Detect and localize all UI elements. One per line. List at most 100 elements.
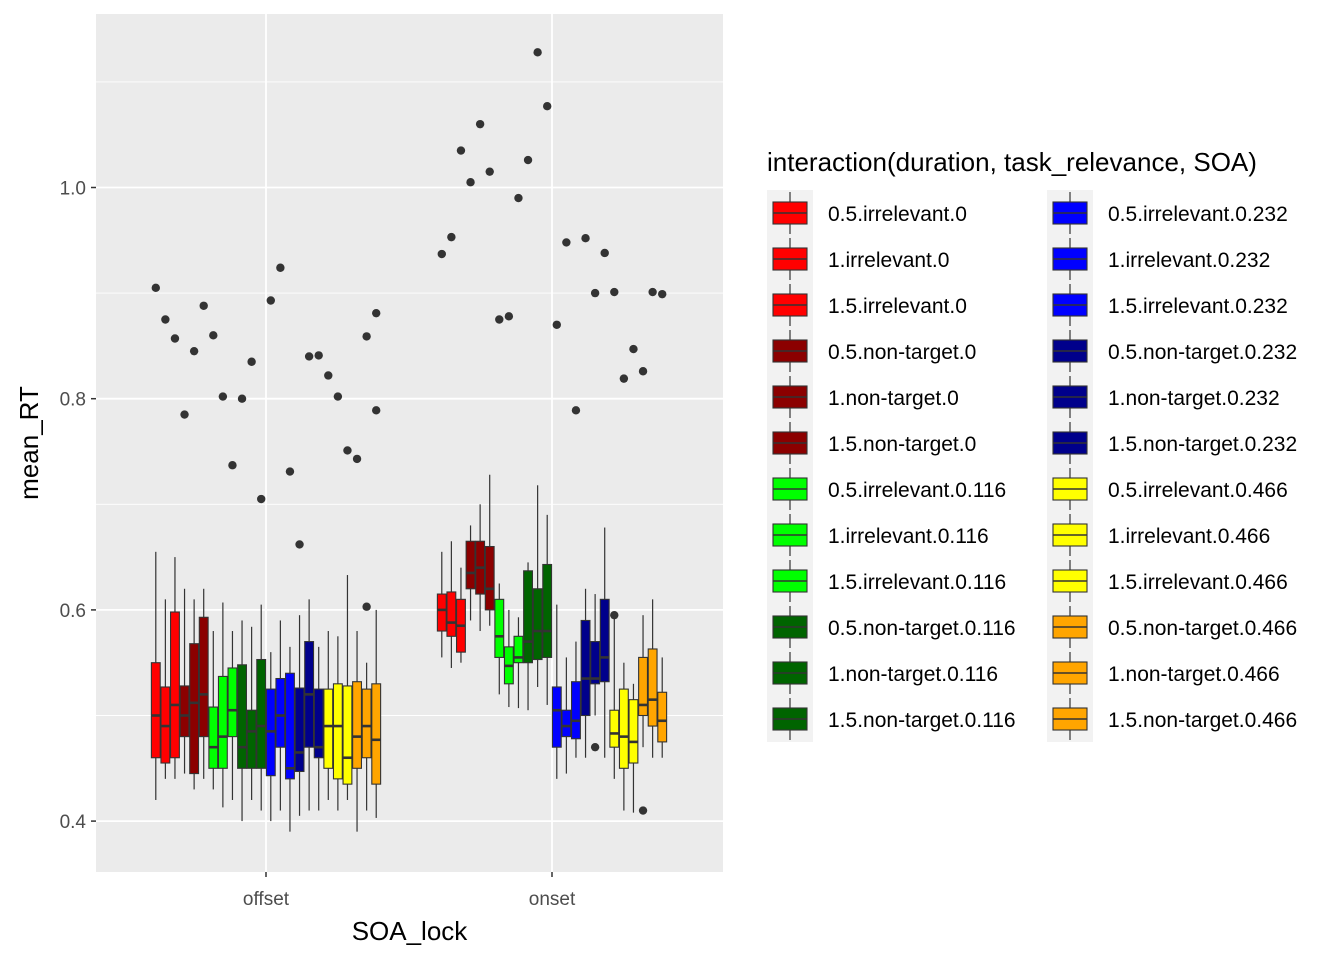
legend-key xyxy=(767,374,813,420)
legend-key xyxy=(767,420,813,466)
outlier-point xyxy=(189,346,199,356)
box xyxy=(371,609,382,818)
legend-label: 0.5.non-target.0 xyxy=(828,341,976,364)
legend-label: 0.5.non-target.0.466 xyxy=(1108,617,1297,640)
legend-key xyxy=(767,282,813,328)
box xyxy=(599,527,610,758)
outlier-point xyxy=(619,374,629,383)
legend-label: 1.non-target.0.116 xyxy=(828,663,998,686)
box xyxy=(638,615,649,748)
box xyxy=(436,551,447,658)
outlier-point xyxy=(276,263,285,272)
box xyxy=(561,657,572,774)
legend-key xyxy=(1047,696,1093,742)
box xyxy=(647,599,658,758)
outliers xyxy=(151,48,667,815)
legend-label: 1.5.irrelevant.0 xyxy=(828,295,967,318)
outlier-point xyxy=(304,352,314,361)
legend-label: 0.5.irrelevant.0 xyxy=(828,203,967,226)
legend-key xyxy=(767,604,813,650)
box xyxy=(284,646,295,832)
legend-label: 1.5.irrelevant.0.466 xyxy=(1108,571,1288,594)
box xyxy=(198,588,209,779)
legend-label: 1.non-target.0.232 xyxy=(1108,387,1280,410)
box-body xyxy=(179,685,190,738)
box-body xyxy=(227,667,238,738)
outlier-point xyxy=(247,357,256,366)
outlier-point xyxy=(638,367,648,376)
box-body xyxy=(284,672,295,780)
legend-label: 1.non-target.0 xyxy=(828,387,959,410)
outlier-point xyxy=(581,233,590,243)
box-body xyxy=(150,662,161,759)
outlier-point xyxy=(456,146,466,155)
boxes xyxy=(150,474,668,832)
legend-key xyxy=(1047,282,1093,328)
box-body xyxy=(542,563,553,658)
outlier-point xyxy=(475,119,485,129)
box-body xyxy=(294,687,305,773)
legend-label: 1.5.non-target.0.116 xyxy=(828,709,1016,732)
outlier-point xyxy=(170,334,180,343)
box-body xyxy=(198,616,209,738)
legend-title: interaction(duration, task_relevance, SO… xyxy=(767,147,1257,177)
legend-key xyxy=(767,466,813,512)
box xyxy=(265,652,276,822)
legend-label: 1.5.irrelevant.0.232 xyxy=(1108,295,1288,318)
box-body xyxy=(590,641,601,685)
legend-label: 1.5.non-target.0.232 xyxy=(1108,433,1297,456)
legend-key xyxy=(767,236,813,282)
box xyxy=(484,474,495,626)
box-body xyxy=(657,691,668,743)
legend-label: 1.5.non-target.0 xyxy=(828,433,976,456)
box-body xyxy=(551,686,562,748)
outlier-point xyxy=(523,155,533,165)
box-body xyxy=(609,709,620,748)
box xyxy=(513,617,524,709)
x-tick-label: offset xyxy=(243,889,290,910)
box xyxy=(189,599,200,790)
box xyxy=(332,636,343,811)
outlier-point xyxy=(562,238,571,247)
legend-key xyxy=(1047,420,1093,466)
box-body xyxy=(570,681,581,740)
outlier-point xyxy=(343,446,352,455)
box xyxy=(465,525,476,621)
outlier-point xyxy=(333,392,343,401)
outlier-point xyxy=(324,371,333,380)
y-tick-label: 0.6 xyxy=(60,601,86,622)
box xyxy=(246,626,257,800)
outlier-point xyxy=(629,344,638,354)
box-body xyxy=(523,570,534,664)
box-body xyxy=(618,688,629,769)
outlier-point xyxy=(362,602,371,611)
box xyxy=(160,599,171,779)
y-axis: 0.4 0.6 0.8 1.0 xyxy=(60,179,96,833)
box-body xyxy=(189,643,200,775)
box-body xyxy=(361,688,372,759)
box xyxy=(570,641,581,758)
box xyxy=(352,631,362,832)
outlier-point xyxy=(610,610,619,620)
legend-key xyxy=(1047,190,1093,236)
outlier-point xyxy=(514,193,523,203)
box xyxy=(208,631,219,790)
y-axis-title: mean_RT xyxy=(14,386,44,500)
box-body xyxy=(446,591,457,637)
legend-label: 0.5.non-target.0.232 xyxy=(1108,341,1297,364)
box-body xyxy=(599,598,610,683)
box xyxy=(542,514,553,705)
outlier-point xyxy=(504,312,514,321)
outlier-point xyxy=(209,331,218,340)
legend-key xyxy=(1047,466,1093,512)
legend-label: 0.5.irrelevant.0.116 xyxy=(828,479,1006,502)
y-tick-label: 0.4 xyxy=(60,812,87,833)
x-axis-title: SOA_lock xyxy=(352,916,469,946)
legend-key xyxy=(1047,374,1093,420)
outlier-point xyxy=(485,167,494,176)
box-body xyxy=(352,681,362,769)
legend-label: 1.irrelevant.0.116 xyxy=(828,525,989,548)
outlier-point xyxy=(151,283,160,293)
outlier-point xyxy=(218,392,228,401)
